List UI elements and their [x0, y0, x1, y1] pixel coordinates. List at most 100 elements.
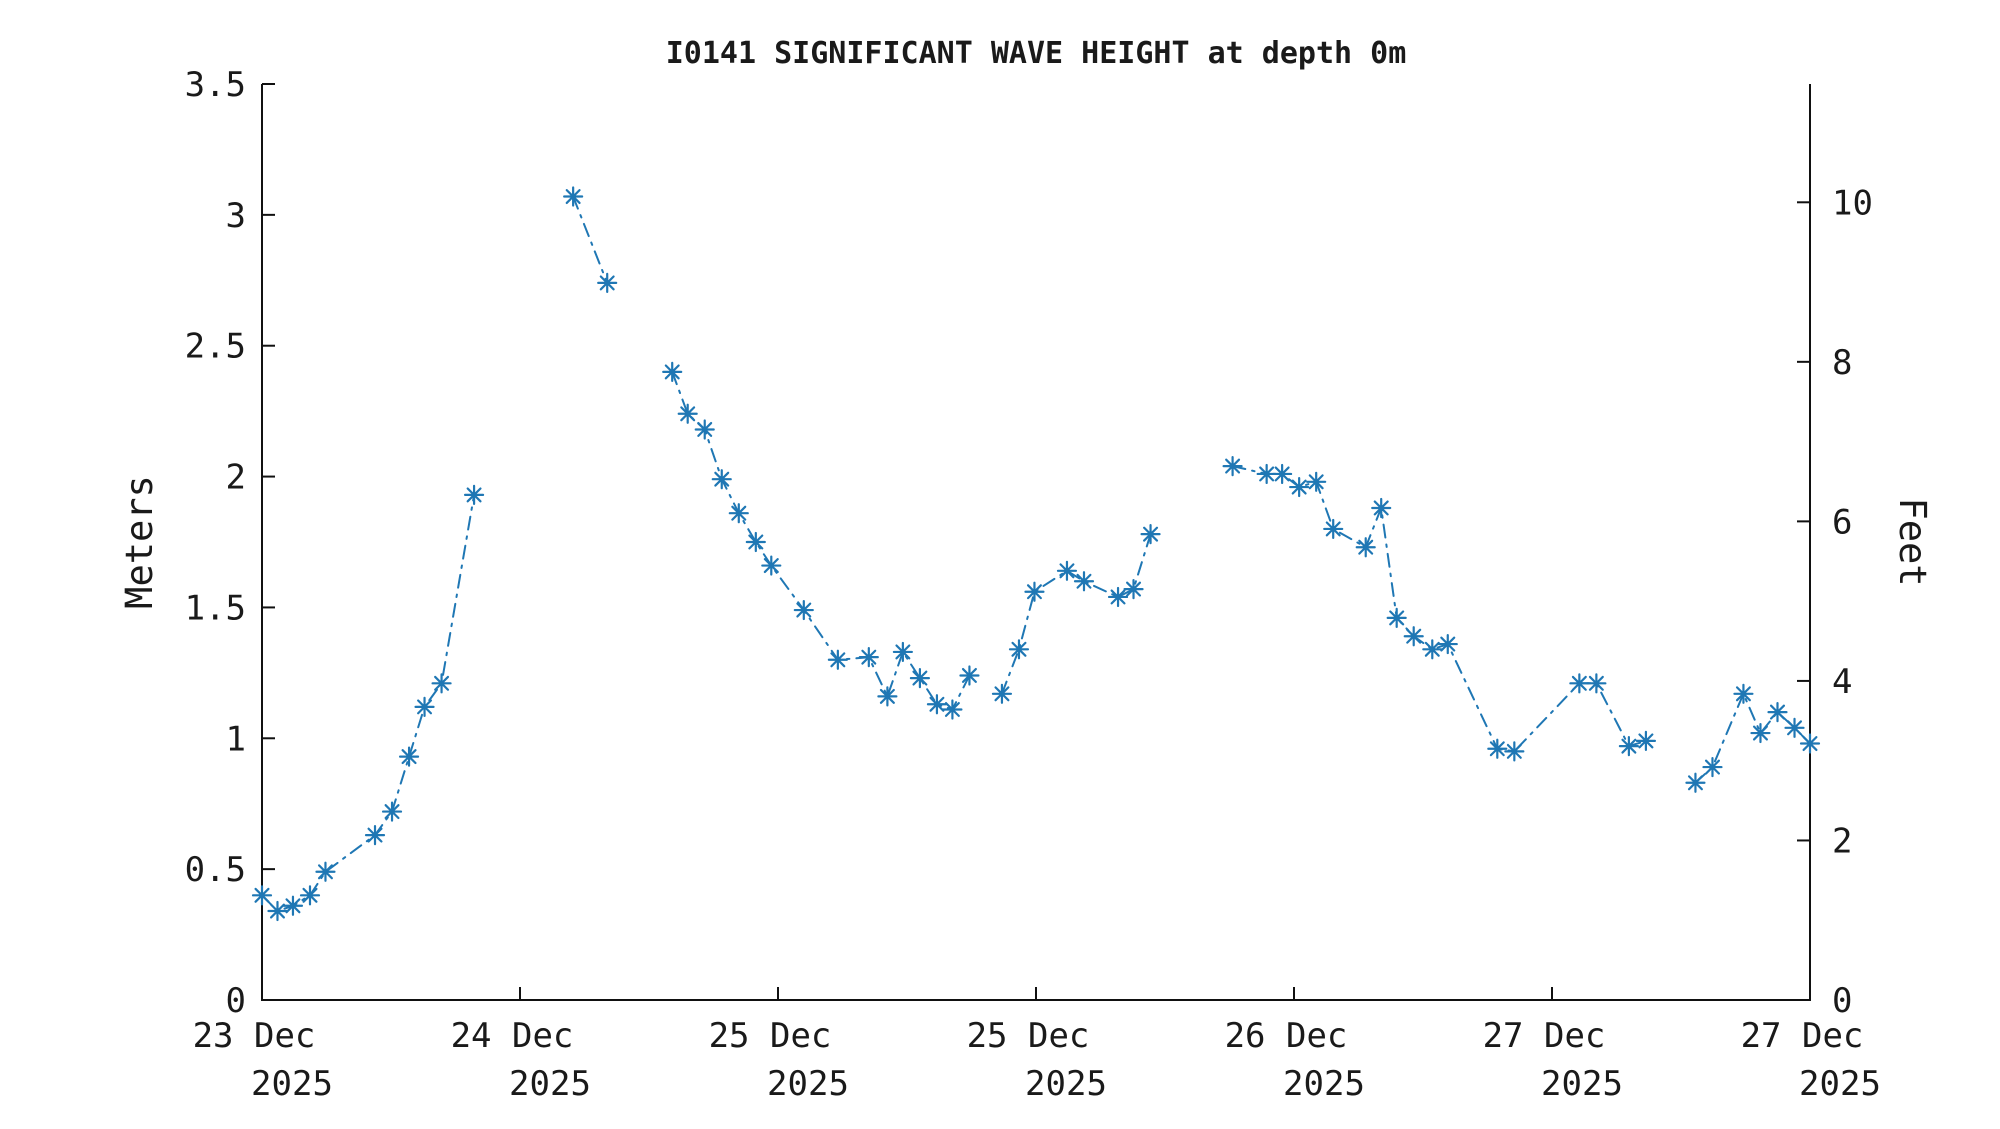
wave-height-line-segment: [1000, 533, 1152, 695]
data-point-marker: [892, 641, 913, 663]
x-tick-label-year: 2025: [251, 1064, 333, 1104]
y-tick-label-meters: 0: [226, 981, 246, 1021]
data-point-marker: [1024, 581, 1045, 602]
data-point-marker: [1008, 639, 1030, 660]
y-tick-label-feet: 0: [1832, 981, 1852, 1021]
data-point-marker: [251, 885, 273, 906]
data-point-marker: [711, 469, 732, 490]
wave-height-line-segment: [261, 493, 476, 913]
x-tick-label-day: 23 Dec: [193, 1016, 316, 1056]
x-tick-label-year: 2025: [1799, 1064, 1881, 1104]
data-point-marker: [381, 801, 403, 822]
data-point-marker: [745, 531, 766, 553]
data-point-marker: [414, 696, 435, 717]
data-point-marker: [1306, 471, 1327, 492]
data-point-marker: [728, 503, 749, 524]
wave-height-line-segment: [572, 195, 609, 284]
x-tick-label-year: 2025: [767, 1064, 849, 1104]
y-tick-label-meters: 0.5: [185, 850, 246, 890]
data-point-marker: [1256, 463, 1277, 485]
data-point-marker: [1355, 537, 1376, 558]
data-point-marker: [563, 186, 584, 207]
data-point-marker: [1272, 463, 1293, 485]
y-tick-label-feet: 8: [1832, 343, 1852, 383]
data-point-marker: [793, 599, 814, 621]
data-point-marker: [1635, 730, 1657, 752]
data-point-marker: [1140, 524, 1161, 545]
data-point-marker: [282, 895, 304, 916]
data-point-marker: [431, 673, 452, 694]
data-point-marker: [1733, 683, 1754, 704]
data-point-marker: [942, 699, 963, 720]
x-tick-label-day: 26 Dec: [1225, 1016, 1348, 1056]
x-tick-label-year: 2025: [1025, 1064, 1107, 1104]
y-tick-label-feet: 10: [1832, 183, 1873, 223]
data-point-marker: [1371, 497, 1392, 519]
y-axis-label-feet: Feet: [1891, 497, 1934, 586]
data-point-marker: [761, 555, 782, 576]
data-point-marker: [1799, 733, 1821, 754]
axis-spines: [261, 84, 1811, 1001]
data-point-marker: [315, 861, 336, 882]
data-series: [251, 186, 1821, 922]
x-tick-label-year: 2025: [509, 1064, 591, 1104]
y-tick-label-meters: 3.5: [185, 65, 246, 105]
data-point-marker: [1784, 717, 1805, 738]
data-point-marker: [877, 686, 898, 707]
x-tick-label-year: 2025: [1541, 1064, 1623, 1104]
x-tick-label-day: 27 Dec: [1741, 1016, 1864, 1056]
data-point-marker: [694, 419, 715, 440]
axes: 0 0.5 1 1.5 2 2.5 3 3.5 0 2 4 6 8 10 23 Dec 2025 24 Dec 2…: [185, 65, 1881, 1104]
data-point-marker: [1750, 722, 1771, 744]
data-point-marker: [1403, 626, 1424, 647]
data-point-marker: [662, 361, 683, 382]
y-tick-label-meters: 2: [226, 458, 246, 498]
data-point-marker: [909, 667, 930, 689]
x-tick-label-day: 25 Dec: [709, 1016, 832, 1056]
data-point-marker: [1386, 607, 1407, 628]
y-tick-label-meters: 3: [226, 196, 246, 236]
data-point-marker: [1504, 741, 1525, 762]
x-tick-label-day: 25 Dec: [967, 1016, 1090, 1056]
data-point-marker: [1569, 673, 1590, 694]
y-tick-label-feet: 4: [1832, 662, 1852, 702]
data-point-marker: [1323, 518, 1344, 540]
data-point-marker: [1056, 560, 1078, 581]
data-point-marker: [991, 683, 1013, 704]
wave-height-line-segment: [671, 370, 971, 711]
data-point-marker: [1437, 633, 1458, 655]
data-point-marker: [827, 649, 848, 670]
data-point-marker: [597, 272, 618, 294]
y-tick-label-feet: 2: [1832, 821, 1852, 861]
data-point-marker: [1073, 571, 1095, 592]
y-axis-label-meters: Meters: [118, 475, 161, 609]
data-point-marker: [858, 647, 879, 668]
data-point-marker: [1767, 702, 1788, 723]
data-point-marker: [926, 694, 948, 715]
x-tick-label-day: 27 Dec: [1483, 1016, 1606, 1056]
data-point-marker: [1422, 639, 1443, 660]
data-point-marker: [1222, 456, 1243, 477]
data-point-marker: [959, 665, 980, 686]
y-tick-label-meters: 1: [226, 719, 246, 759]
wave-height-line-segment: [1231, 465, 1647, 753]
x-tick-label-day: 24 Dec: [451, 1016, 574, 1056]
data-point-marker: [267, 900, 288, 922]
data-point-marker: [1289, 476, 1310, 498]
data-point-marker: [1123, 579, 1144, 600]
y-tick-label-feet: 6: [1832, 502, 1852, 542]
chart-title: I0141 SIGNIFICANT WAVE HEIGHT at depth 0…: [666, 36, 1407, 71]
x-tick-label-year: 2025: [1283, 1064, 1365, 1104]
data-point-marker: [364, 825, 386, 846]
data-point-marker: [1586, 673, 1607, 694]
data-point-marker: [398, 746, 420, 767]
data-point-marker: [463, 484, 485, 505]
data-point-marker: [1487, 738, 1508, 759]
data-point-marker: [1685, 772, 1706, 793]
y-tick-label-meters: 1.5: [185, 588, 246, 628]
data-point-marker: [677, 403, 698, 424]
data-point-marker: [299, 885, 321, 906]
data-point-marker: [1618, 736, 1639, 757]
